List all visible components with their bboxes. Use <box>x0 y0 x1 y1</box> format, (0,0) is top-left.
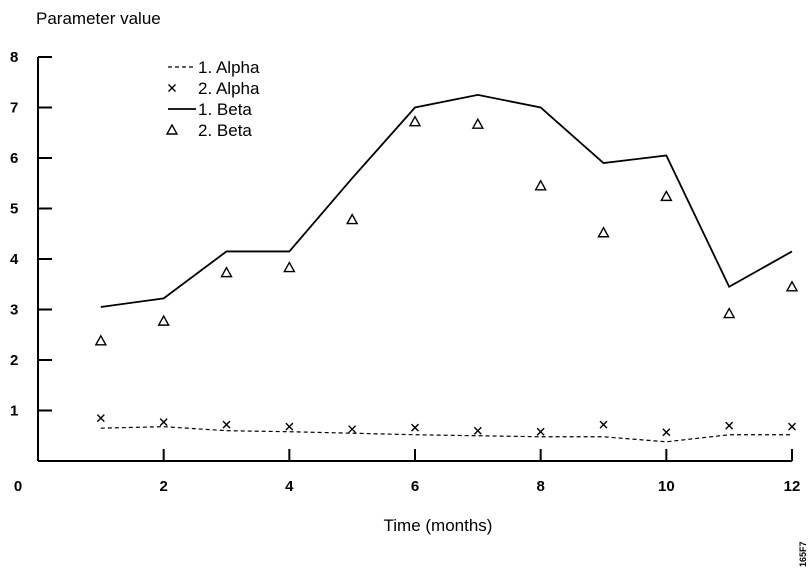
series-4-point-12 <box>785 280 799 292</box>
x-tick-label-12: 12 <box>784 478 801 495</box>
series-1-line <box>100 426 792 443</box>
series-2-point-6 <box>411 423 419 432</box>
legend-label-4: 2. Beta <box>198 121 252 140</box>
y-tick-label-7: 7 <box>10 100 18 117</box>
series-2-point-11 <box>725 421 734 430</box>
series-4-point-9 <box>597 226 610 238</box>
y-tick-label-2: 2 <box>10 352 18 369</box>
series-3 <box>100 93 793 308</box>
legend-item-1: 1. Alpha <box>168 58 260 77</box>
series-2-point-1 <box>96 414 105 423</box>
series-2-point-2 <box>159 418 168 427</box>
series-4-point-3 <box>220 266 233 278</box>
series-2-point-8 <box>536 427 545 436</box>
legend-label-1: 1. Alpha <box>198 58 260 77</box>
series-2-point-12 <box>788 422 796 431</box>
legend-label-3: 1. Beta <box>198 100 252 119</box>
x-axis-title: Time (months) <box>384 516 493 535</box>
series-1 <box>100 426 792 443</box>
y-tick-label-6: 6 <box>10 150 18 167</box>
series-2 <box>96 414 796 437</box>
x-tick-label-8: 8 <box>536 478 544 495</box>
legend-swatch-2 <box>168 84 176 92</box>
series-2-point-9 <box>599 420 608 429</box>
legend-label-2: 2. Alpha <box>198 79 260 98</box>
x-tick-label-6: 6 <box>411 478 419 495</box>
x-tick-label-4: 4 <box>285 478 294 495</box>
series-4-point-2 <box>157 314 170 326</box>
legend-swatch-4 <box>165 123 179 135</box>
series-2-point-3 <box>222 420 231 429</box>
series-4-point-10 <box>660 189 673 202</box>
series-4 <box>94 115 799 346</box>
y-tick-label-3: 3 <box>10 302 18 319</box>
legend-item-4: 2. Beta <box>165 121 252 140</box>
y-tick-label-5: 5 <box>10 201 18 218</box>
series-3-line <box>100 93 793 308</box>
series-2-point-5 <box>348 425 357 434</box>
x-tick-label-10: 10 <box>658 478 675 495</box>
series-4-point-11 <box>722 307 736 319</box>
series-4-point-4 <box>283 261 296 273</box>
x-tick-label-2: 2 <box>159 478 167 495</box>
series-4-point-7 <box>471 117 485 129</box>
series-layer <box>94 93 799 443</box>
legend-item-3: 1. Beta <box>168 100 252 119</box>
series-2-point-4 <box>285 422 294 431</box>
series-2-point-10 <box>662 428 671 437</box>
legend-item-2: 2. Alpha <box>168 79 260 98</box>
series-4-point-1 <box>94 334 108 346</box>
x-tick-label-0: 0 <box>14 478 22 495</box>
figure-id: 165F7 <box>798 541 808 567</box>
y-tick-label-4: 4 <box>10 251 19 268</box>
legend: 1. Alpha 2. Alpha 1. Beta 2. Beta <box>165 58 260 140</box>
series-4-point-5 <box>345 213 359 225</box>
series-4-point-6 <box>408 115 422 127</box>
series-2-point-7 <box>473 426 482 435</box>
y-tick-label-1: 1 <box>10 403 18 420</box>
y-tick-label-8: 8 <box>10 49 18 66</box>
y-axis-title: Parameter value <box>36 9 161 28</box>
series-4-point-8 <box>534 179 547 191</box>
